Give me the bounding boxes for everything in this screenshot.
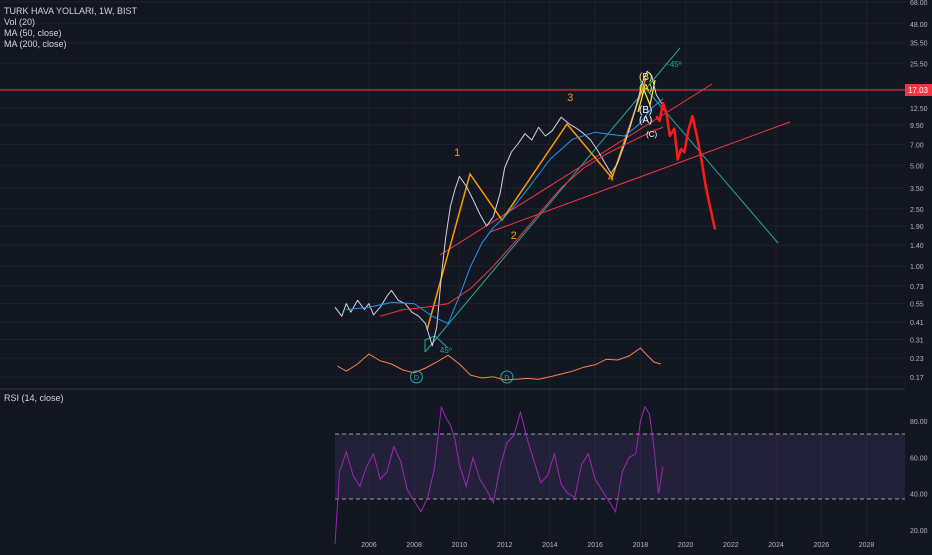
price-tick-label: 1.40 xyxy=(910,243,924,250)
price-tick-label: 35.50 xyxy=(910,41,928,48)
price-tick-label: 9.50 xyxy=(910,123,924,130)
wave-letter-b-low: (B) xyxy=(639,105,652,116)
dividend-marker-label: D xyxy=(504,375,509,382)
wave-annotation: 4 xyxy=(608,172,614,184)
rsi-line xyxy=(334,405,664,545)
rsi-tick-label: 80.00 xyxy=(910,419,928,426)
volume-ma-line xyxy=(337,347,661,381)
uptrend-fan-line xyxy=(424,47,681,353)
price-tick-label: 3.50 xyxy=(910,186,924,193)
price-tick-label: 1.90 xyxy=(910,224,924,231)
wave-annotation: 3 xyxy=(567,92,573,104)
time-tick-label: 2024 xyxy=(768,542,784,549)
wave-letter-b-top: (B) xyxy=(639,72,652,83)
rsi-tick-label: 20.00 xyxy=(910,528,928,535)
price-tick-label: 2.50 xyxy=(910,207,924,214)
annotation-layer: 1 2 3 4 (C) 45º -45º xyxy=(440,60,682,355)
time-tick-label: 2026 xyxy=(814,542,830,549)
last-price-text: 17.03 xyxy=(908,86,929,95)
wave-annotation: 45º xyxy=(440,346,452,355)
dividend-marker-label: D xyxy=(414,375,419,382)
rsi-legend: RSI (14, close) xyxy=(4,393,64,404)
time-tick-label: 2016 xyxy=(587,542,603,549)
ma200-indicator-label[interactable]: MA (200, close) xyxy=(4,39,67,49)
price-tick-label: 7.00 xyxy=(910,142,924,149)
wave-annotation: 1 xyxy=(454,147,460,159)
time-tick-label: 2014 xyxy=(542,542,558,549)
price-tick-label: 0.17 xyxy=(910,375,924,382)
price-tick-label: 48.00 xyxy=(910,22,928,29)
price-tick-label: 0.55 xyxy=(910,302,924,309)
price-tick-label: 0.73 xyxy=(910,284,924,291)
price-tick-label: 12.50 xyxy=(910,106,928,113)
time-tick-label: 2012 xyxy=(497,542,513,549)
time-tick-label: 2028 xyxy=(859,542,875,549)
ma50-indicator-label[interactable]: MA (50, close) xyxy=(4,28,62,38)
wave-letter-a-low: (A) xyxy=(639,115,652,126)
wave-letter-a-top: (A) xyxy=(639,83,652,94)
price-tick-label: 0.41 xyxy=(910,320,924,327)
rsi-band xyxy=(335,434,905,499)
wave-letters: (B) (A) (B) (A) xyxy=(639,72,652,126)
time-tick-label: 2018 xyxy=(633,542,649,549)
time-tick-label: 2008 xyxy=(406,542,422,549)
rsi-indicator-label[interactable]: RSI (14, close) xyxy=(4,393,64,403)
series-layer xyxy=(334,70,717,545)
price-tick-label: 5.00 xyxy=(910,163,924,170)
rsi-axis[interactable]: 80.00 60.00 40.00 20.00 xyxy=(910,419,928,535)
price-tick-label: 0.23 xyxy=(910,356,924,363)
wave-count-line xyxy=(426,77,647,331)
price-tick-label: 68.00 xyxy=(910,0,928,7)
vol-indicator-label[interactable]: Vol (20) xyxy=(4,17,36,27)
price-tick-label: 1.00 xyxy=(910,264,924,271)
correction-line xyxy=(637,79,656,113)
wave-annotation: -45º xyxy=(667,60,682,69)
dividend-marker xyxy=(409,370,423,384)
series-ma-200-close- xyxy=(380,126,664,317)
symbol-title[interactable]: TURK HAVA YOLLARI, 1W, BIST xyxy=(4,6,138,16)
series-forecast xyxy=(655,101,717,230)
dividend-marker xyxy=(500,370,514,384)
wave-annotation: (C) xyxy=(646,130,657,139)
last-price-label: 17.03 xyxy=(905,84,932,96)
wave-annotation: 2 xyxy=(511,230,517,242)
price-tick-label: 0.31 xyxy=(910,338,924,345)
time-tick-label: 2020 xyxy=(678,542,694,549)
time-axis[interactable]: 2006 2008 2010 2012 2014 2016 2018 2020 2022 2024… xyxy=(361,542,874,549)
time-tick-label: 2006 xyxy=(361,542,377,549)
chart-legend: TURK HAVA YOLLARI, 1W, BIST Vol (20) MA … xyxy=(4,6,137,50)
time-tick-label: 2022 xyxy=(723,542,739,549)
last-price-box xyxy=(905,84,932,96)
price-tick-label: 25.50 xyxy=(910,61,928,68)
rsi-tick-label: 40.00 xyxy=(910,492,928,499)
series-price xyxy=(334,70,664,347)
time-tick-label: 2010 xyxy=(452,542,468,549)
channel-lower-line xyxy=(489,121,791,233)
price-gridlines xyxy=(0,0,905,538)
rsi-tick-label: 60.00 xyxy=(910,455,928,462)
